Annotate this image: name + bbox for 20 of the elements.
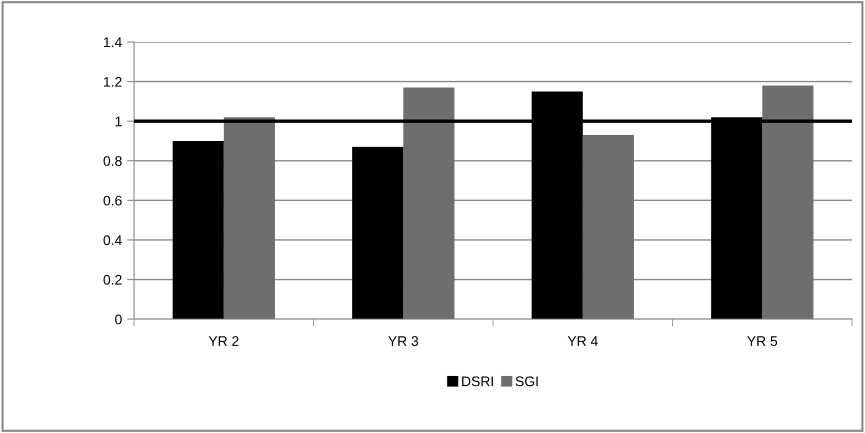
y-tick-label: 0 [115,314,122,324]
legend-label: DSRI [462,376,493,386]
bar [172,140,224,320]
bar [224,117,275,320]
bar [352,146,404,320]
y-tick-label: 1 [116,116,122,126]
bar [403,88,454,320]
y-tick-label: 1.2 [104,76,122,87]
bar [762,86,814,320]
x-tick-label: YR 3 [388,336,418,346]
y-tick-label: 0.6 [104,196,122,206]
y-tick-label: 0.8 [104,156,122,166]
y-tick-label: 0.4 [104,235,122,246]
y-tick-label: 0.2 [104,274,122,285]
x-tick-label: YR 4 [568,336,598,346]
x-tick-label: YR 5 [747,336,778,346]
bar [582,135,634,320]
y-tick-label: 1.4 [104,37,122,48]
x-tick-label: YR 2 [208,336,239,346]
legend-label: SGI [516,376,538,386]
